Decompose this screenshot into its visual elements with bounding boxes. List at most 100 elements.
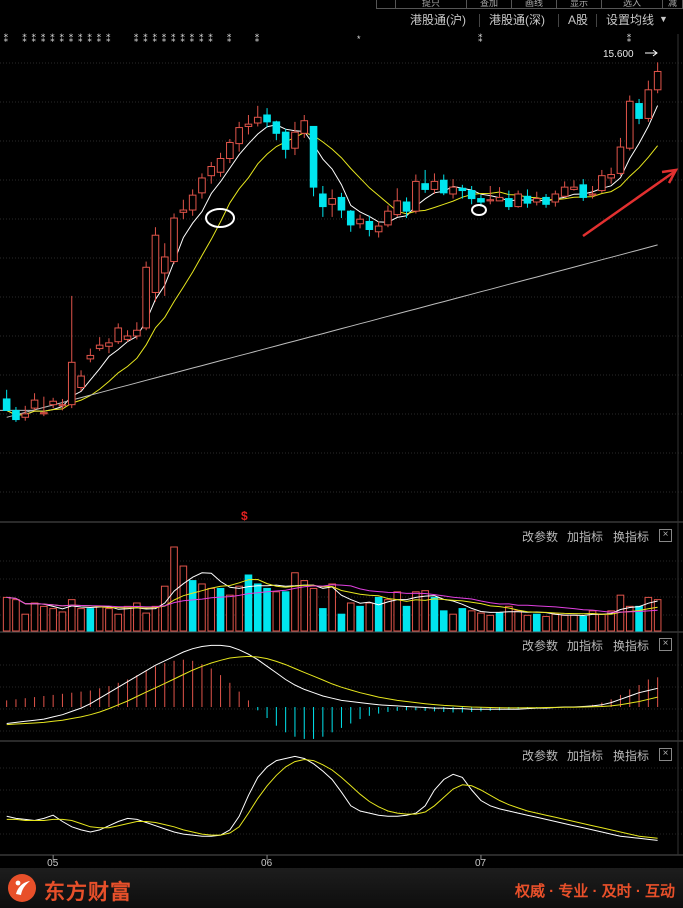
add-indicator-button[interactable]: 加指标 bbox=[567, 530, 604, 544]
kdj-panel bbox=[6, 755, 658, 841]
candle-body bbox=[328, 198, 336, 205]
swap-indicator-button[interactable]: 换指标 bbox=[613, 749, 650, 763]
candle-body bbox=[95, 344, 104, 350]
ma60-line bbox=[6, 244, 658, 418]
event-marker-icon: ⁑ bbox=[143, 33, 148, 44]
candle-body bbox=[170, 217, 178, 263]
chevron-down-icon[interactable]: ▼ bbox=[659, 14, 668, 24]
x-tick-label: 07 bbox=[475, 858, 487, 868]
macd-panel bbox=[6, 644, 659, 739]
top-toolbar: 提只 查加 画线 显示 选入 减 港股通(沪) 港股通(深) A股 设置均线 ▼ bbox=[0, 0, 683, 34]
a-share-button[interactable]: A股 bbox=[568, 13, 589, 27]
volume-bar bbox=[160, 585, 169, 632]
volume-bar bbox=[207, 587, 216, 632]
change-params-button[interactable]: 改参数 bbox=[522, 639, 559, 653]
candle-body bbox=[216, 158, 225, 173]
volume-bar bbox=[467, 610, 476, 632]
event-marker-icon: ⁑ bbox=[180, 33, 185, 44]
volume-bar bbox=[77, 608, 85, 632]
hk-connect-sh-button[interactable]: 港股通(沪) bbox=[410, 13, 466, 27]
x-tick-label: 05 bbox=[47, 858, 59, 868]
candle-body bbox=[579, 184, 588, 198]
candle-body bbox=[384, 210, 392, 226]
candle-body bbox=[458, 187, 467, 192]
volume-bar bbox=[588, 610, 597, 632]
swap-indicator-button[interactable]: 换指标 bbox=[613, 530, 650, 544]
candle-body bbox=[393, 200, 402, 216]
annotation-circle bbox=[205, 208, 235, 228]
chart-toolbar: 港股通(沪) 港股通(深) A股 设置均线 ▼ bbox=[0, 11, 683, 31]
last-price-arrow-icon bbox=[645, 49, 658, 57]
candle-body bbox=[58, 404, 67, 407]
event-marker-icon: ⁑ bbox=[627, 33, 632, 44]
volume-bar bbox=[114, 613, 123, 632]
volume-bar bbox=[67, 599, 76, 632]
event-marker-icon: ⁑ bbox=[87, 33, 92, 44]
candle-body bbox=[30, 399, 39, 409]
candle-body bbox=[644, 89, 653, 119]
candle-body bbox=[263, 114, 271, 123]
candle-body bbox=[21, 413, 30, 418]
candle-body bbox=[532, 198, 541, 203]
candle-body bbox=[653, 70, 662, 91]
candle-body bbox=[365, 220, 374, 230]
volume-bar bbox=[449, 613, 457, 632]
kdj-d-line bbox=[6, 758, 658, 839]
set-ma-button[interactable]: 设置均线 bbox=[606, 13, 655, 27]
candle-body bbox=[514, 193, 522, 208]
candle-body bbox=[244, 123, 253, 127]
candle-body bbox=[467, 190, 476, 200]
volume-bar bbox=[532, 613, 541, 632]
volume-bar bbox=[328, 583, 336, 632]
annotation-circle bbox=[471, 204, 487, 216]
add-indicator-button[interactable]: 加指标 bbox=[567, 639, 604, 653]
change-params-button[interactable]: 改参数 bbox=[522, 749, 559, 763]
event-markers: ⁑ ⁑ ⁑ ⁑ ⁑ ⁑ ⁑ ⁑ ⁑ ⁑ ⁑ ⁑ ⁑ ⁑ ⁑ ⁑ ⁑ ⁑ ⁑ ⁑ ⁑ ⁑ * ⁑ ⁑ bbox=[4, 33, 632, 44]
volume-bar bbox=[235, 585, 243, 632]
close-icon[interactable]: × bbox=[659, 529, 672, 542]
volume-bar bbox=[133, 602, 141, 632]
volume-bar bbox=[365, 602, 374, 632]
hk-connect-sz-button[interactable]: 港股通(深) bbox=[489, 13, 545, 27]
chart-canvas: ⁑ ⁑ ⁑ ⁑ ⁑ ⁑ ⁑ ⁑ ⁑ ⁑ ⁑ ⁑ ⁑ ⁑ ⁑ ⁑ ⁑ ⁑ ⁑ ⁑ ⁑ ⁑ * ⁑ ⁑ 05 06 07 15.600 … bbox=[0, 33, 683, 868]
volume-bar bbox=[402, 605, 411, 632]
event-marker-icon: ⁑ bbox=[199, 33, 204, 44]
volume-bar bbox=[486, 614, 495, 632]
volume-bar bbox=[560, 614, 569, 632]
volume-bar bbox=[58, 611, 67, 632]
volume-bar bbox=[514, 610, 522, 632]
chart-grid bbox=[0, 34, 683, 856]
event-marker-icon: ⁑ bbox=[50, 33, 55, 44]
volume-bar bbox=[542, 615, 550, 632]
volume-bar bbox=[625, 605, 634, 632]
swap-indicator-button[interactable]: 换指标 bbox=[613, 639, 650, 653]
footer-bar: 东方财富 权威 · 专业 · 及时 · 互动 bbox=[0, 868, 683, 908]
event-marker-icon: ⁑ bbox=[69, 33, 74, 44]
candle-body bbox=[477, 198, 485, 203]
volume-panel bbox=[2, 546, 662, 632]
candle-body bbox=[67, 361, 76, 406]
volume-bar bbox=[30, 602, 39, 632]
change-params-button[interactable]: 改参数 bbox=[522, 530, 559, 544]
candle-body bbox=[486, 199, 495, 202]
candle-body bbox=[114, 327, 123, 343]
candle-body bbox=[235, 127, 243, 145]
candle-body bbox=[160, 256, 169, 274]
candle-body bbox=[570, 186, 578, 190]
event-marker-icon: ⁑ bbox=[162, 33, 167, 44]
volume-bar bbox=[198, 583, 206, 632]
signal-marker: $ bbox=[241, 509, 248, 523]
volume-bar bbox=[607, 610, 615, 632]
macd-dea-line bbox=[6, 655, 658, 726]
close-icon[interactable]: × bbox=[659, 748, 672, 761]
add-indicator-button[interactable]: 加指标 bbox=[567, 749, 604, 763]
candle-body bbox=[374, 225, 383, 233]
close-icon[interactable]: × bbox=[659, 638, 672, 651]
event-marker-icon: ⁑ bbox=[78, 33, 83, 44]
volume-bar bbox=[356, 605, 364, 632]
candle-body bbox=[142, 266, 150, 329]
volume-bar bbox=[151, 605, 160, 632]
candle-body bbox=[430, 180, 439, 190]
volume-bar bbox=[458, 608, 467, 632]
